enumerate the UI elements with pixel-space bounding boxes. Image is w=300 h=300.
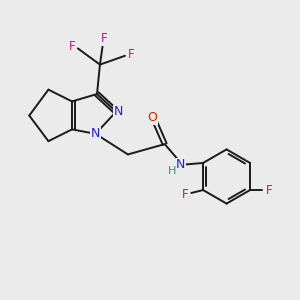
Text: N: N bbox=[176, 158, 186, 171]
Text: F: F bbox=[69, 40, 76, 52]
Text: F: F bbox=[101, 32, 108, 45]
Text: O: O bbox=[147, 111, 157, 124]
Text: F: F bbox=[182, 188, 188, 201]
Text: F: F bbox=[128, 48, 134, 61]
Text: F: F bbox=[266, 184, 272, 196]
Text: N: N bbox=[114, 105, 123, 118]
Text: H: H bbox=[168, 166, 176, 176]
Text: N: N bbox=[91, 127, 100, 140]
